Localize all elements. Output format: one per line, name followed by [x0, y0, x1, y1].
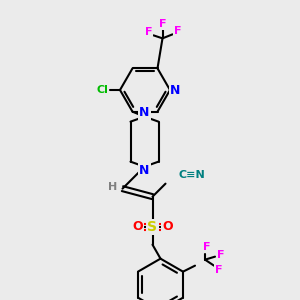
Text: O: O — [162, 220, 173, 233]
Text: S: S — [148, 220, 158, 234]
Text: F: F — [159, 19, 166, 29]
Text: H: H — [108, 182, 117, 192]
Text: F: F — [215, 265, 223, 275]
Text: N: N — [170, 83, 180, 97]
Text: F: F — [203, 242, 211, 252]
Text: F: F — [174, 26, 181, 36]
Text: Cl: Cl — [96, 85, 108, 95]
Text: O: O — [132, 220, 143, 233]
Text: N: N — [139, 106, 150, 119]
Text: N: N — [139, 164, 150, 177]
Text: C≡N: C≡N — [178, 170, 205, 180]
Text: F: F — [145, 27, 152, 37]
Text: F: F — [217, 250, 225, 260]
